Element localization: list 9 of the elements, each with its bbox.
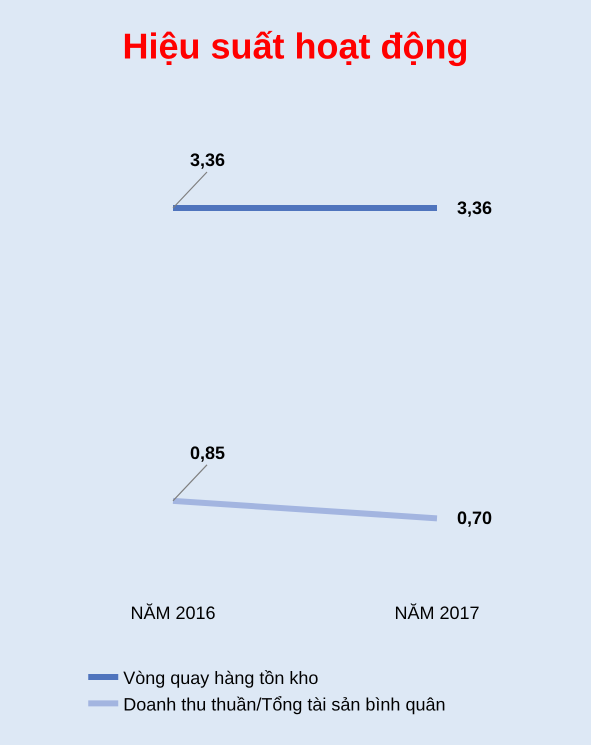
data-label: 3,36 [190, 150, 226, 170]
legend-label: Doanh thu thuần/Tổng tài sản bình quân [123, 694, 446, 714]
legend-label: Vòng quay hàng tồn kho [123, 668, 318, 688]
data-label: 0,85 [190, 443, 226, 463]
chart-title: Hiệu suất hoạt động [122, 26, 468, 67]
x-tick-label: NĂM 2017 [394, 603, 480, 623]
data-label: 0,70 [457, 508, 492, 528]
x-tick-label: NĂM 2016 [130, 603, 216, 623]
data-label: 3,36 [457, 198, 492, 218]
